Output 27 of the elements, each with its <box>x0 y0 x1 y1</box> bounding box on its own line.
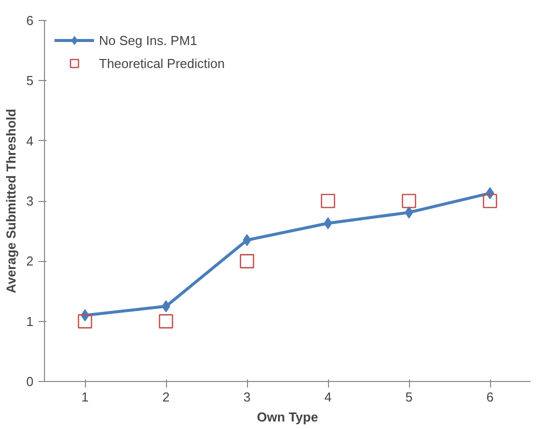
x-tick-label: 4 <box>324 390 332 404</box>
x-tick-label: 1 <box>81 390 89 404</box>
y-tick-label: 6 <box>26 13 34 28</box>
x-axis-title: Own Type <box>256 410 318 424</box>
y-tick-label: 1 <box>26 314 34 329</box>
point <box>240 254 254 268</box>
x-tick-label: 2 <box>162 390 170 404</box>
point <box>402 194 416 208</box>
y-tick-label: 3 <box>26 194 34 208</box>
legend-label: Theoretical Prediction <box>99 56 225 70</box>
point <box>158 314 174 328</box>
point <box>404 206 414 218</box>
x-tick-label: 6 <box>486 390 494 404</box>
point <box>324 217 332 230</box>
point <box>162 300 170 312</box>
y-tick-label: 0 <box>26 374 34 389</box>
y-axis-title: Average Submitted Threshold <box>3 108 18 294</box>
y-tick-label: 4 <box>26 133 34 148</box>
point <box>482 194 498 208</box>
y-tick-label: 2 <box>26 254 34 269</box>
point <box>320 194 336 208</box>
y-tick-label: 5 <box>26 73 34 88</box>
point <box>78 314 92 328</box>
point <box>242 234 252 246</box>
legend-label: No Seg Ins. PM1 <box>99 32 198 48</box>
x-tick-label: 5 <box>405 390 413 404</box>
x-tick-label: 3 <box>243 390 251 404</box>
